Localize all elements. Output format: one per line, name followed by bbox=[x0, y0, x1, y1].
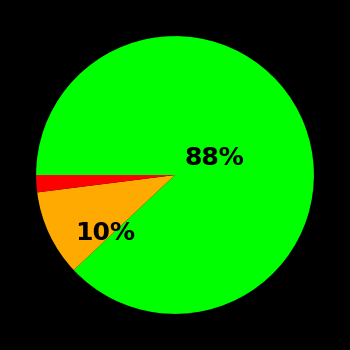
Text: 10%: 10% bbox=[76, 221, 135, 245]
Wedge shape bbox=[36, 36, 314, 314]
Wedge shape bbox=[36, 175, 175, 192]
Wedge shape bbox=[37, 175, 175, 270]
Text: 88%: 88% bbox=[184, 146, 244, 170]
